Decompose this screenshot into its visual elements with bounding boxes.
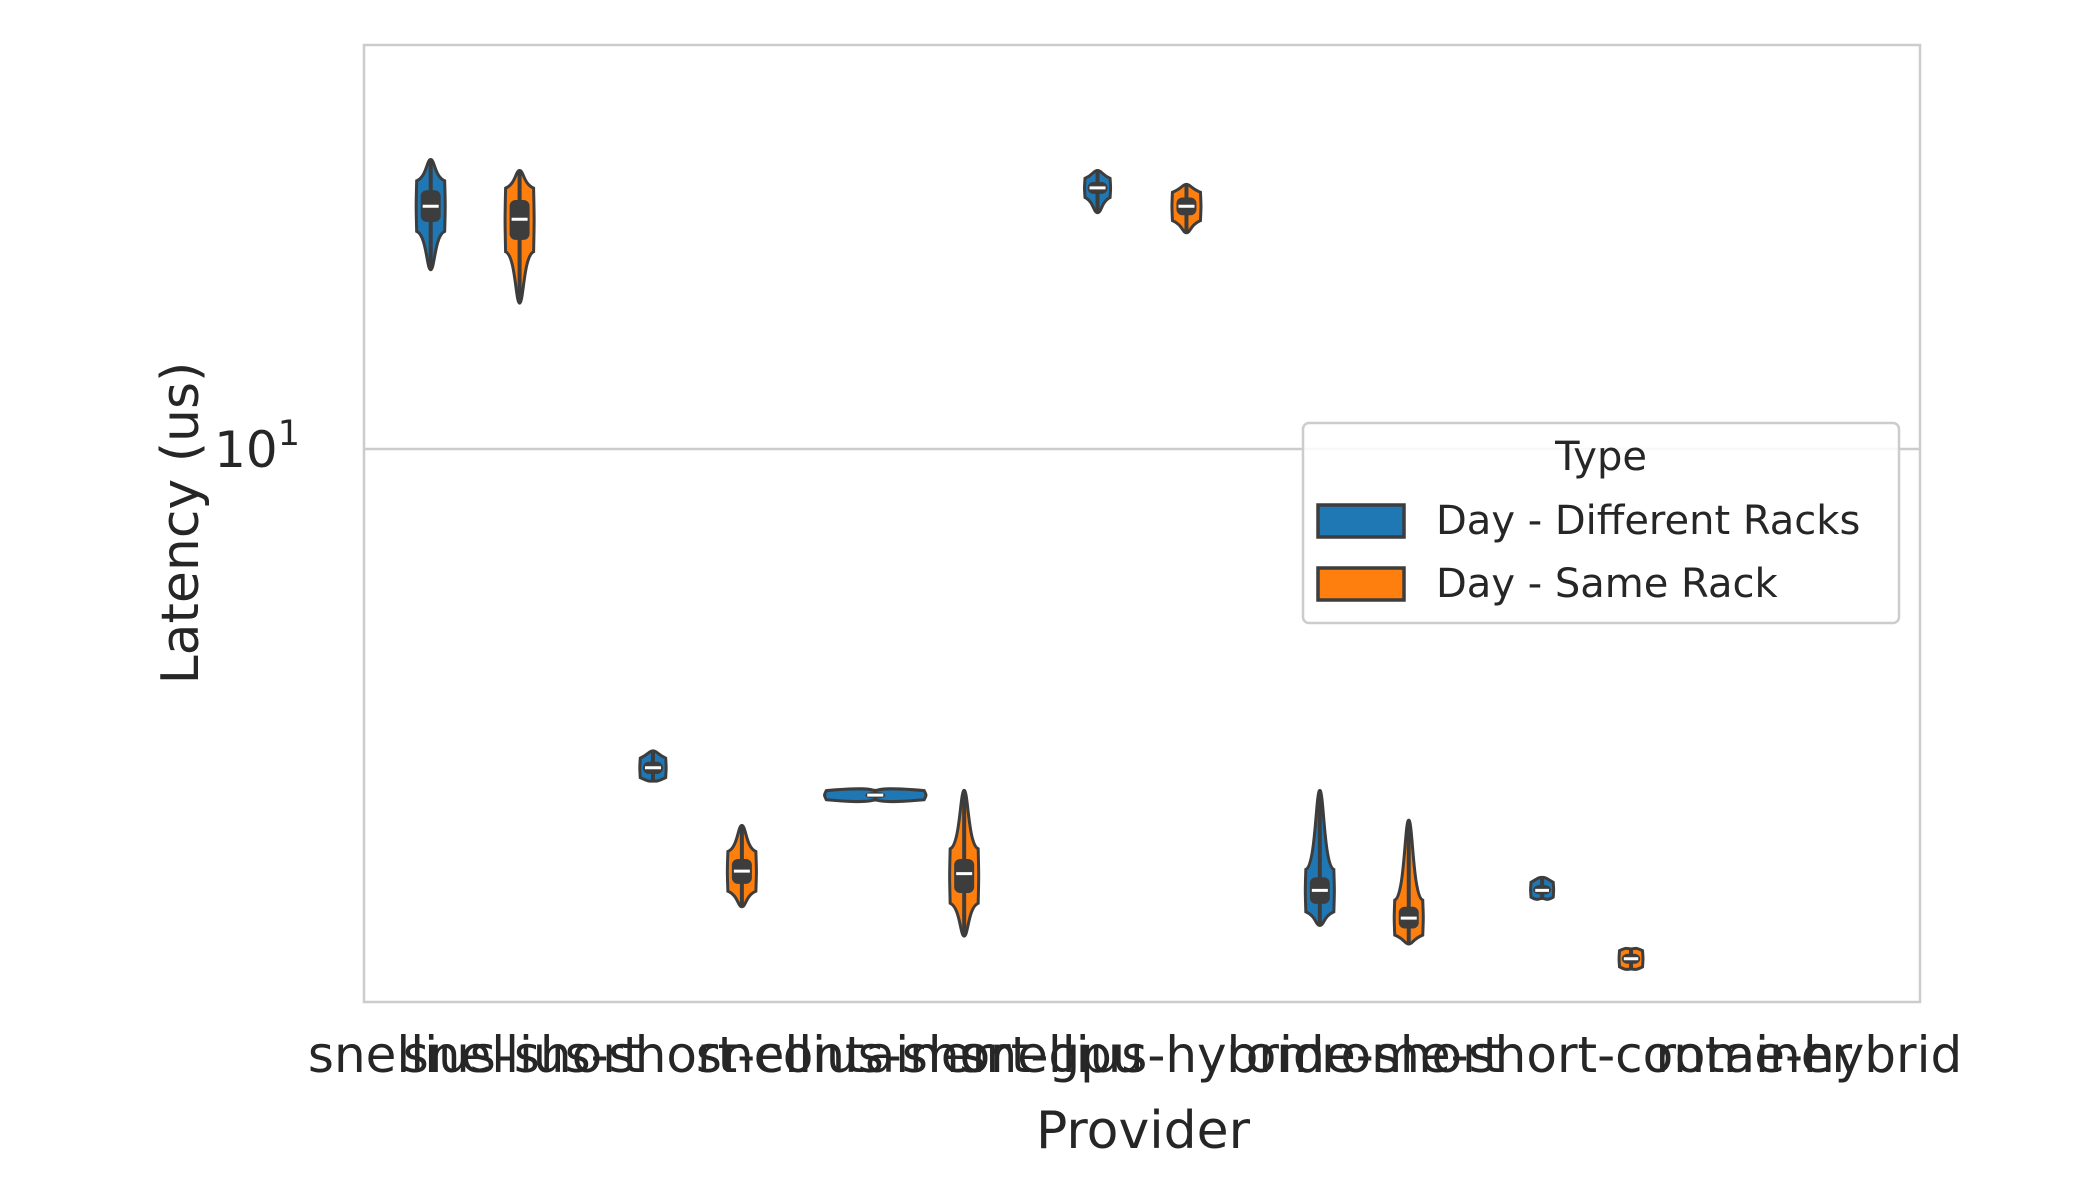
violin-rome-short-different-racks	[1303, 788, 1336, 928]
x-tick-labels: snellius-shortsnellius-short-containersn…	[308, 1026, 1962, 1084]
legend: Type Day - Different Racks Day - Same Ra…	[1301, 421, 1901, 625]
legend-swatch-different-racks	[1316, 503, 1406, 539]
y-tick-exponent: 1	[278, 414, 300, 454]
violin-rome-short-container-different-racks	[1529, 875, 1556, 901]
y-axis-title: Latency (us)	[151, 362, 211, 685]
violin-snellius-short-gpu-different-racks	[823, 787, 928, 804]
violin-snellius-short-different-racks	[414, 158, 447, 272]
violin-snellius-short-gpu-same-rack	[948, 788, 981, 938]
x-tick-label: rome-hybrid	[1655, 1026, 1962, 1084]
violin-snellius-short-container-same-rack	[725, 823, 758, 909]
violin-snellius-short-container-different-racks	[638, 749, 668, 783]
legend-swatch-same-rack	[1316, 566, 1406, 602]
x-axis-title: Provider	[1036, 1101, 1251, 1161]
violins-layer	[414, 158, 1645, 971]
x-tick-label: snellius-short	[308, 1026, 642, 1084]
legend-label-same-rack: Day - Same Rack	[1436, 561, 1778, 607]
x-tick-label: rome-short	[1226, 1026, 1502, 1084]
x-tick-label: snellius-short-gpu	[696, 1026, 1144, 1084]
x-tick-label: snellius-short-container	[403, 1026, 993, 1084]
x-tick-label: snellius-hybrid	[959, 1026, 1324, 1084]
legend-title: Type	[1554, 434, 1647, 480]
violin-snellius-short-same-rack	[503, 169, 536, 305]
legend-box	[1301, 421, 1901, 625]
violin-rome-short-container-same-rack	[1617, 946, 1645, 971]
violin-iqr-box	[954, 859, 975, 894]
y-tick-base: 10	[214, 421, 278, 479]
y-tick-label: 101	[214, 414, 300, 479]
violin-snellius-hybrid-different-racks	[1083, 169, 1113, 215]
violin-snellius-hybrid-same-rack	[1170, 182, 1203, 235]
legend-label-different-racks: Day - Different Racks	[1436, 498, 1860, 544]
x-tick-label: rome-short-container	[1321, 1026, 1852, 1084]
violin-rome-short-same-rack	[1392, 818, 1425, 946]
